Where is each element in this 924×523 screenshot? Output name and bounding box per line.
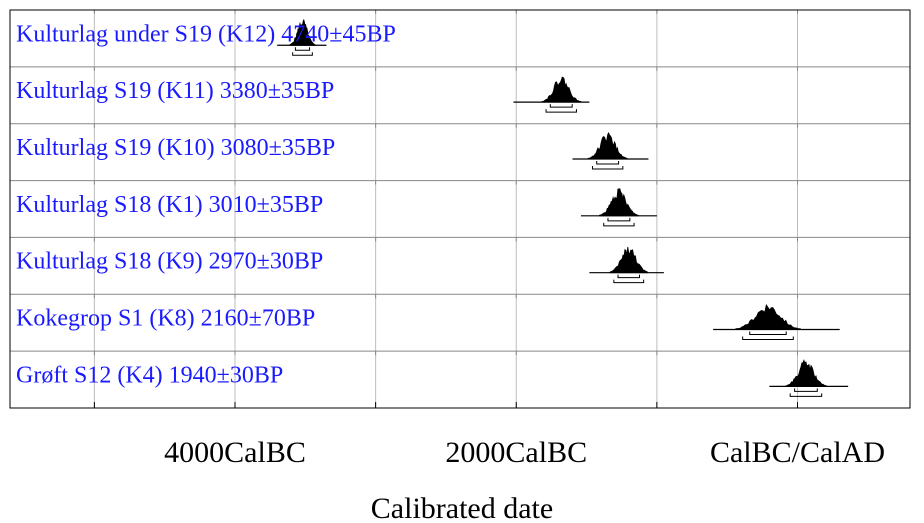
x-axis-title: Calibrated date: [371, 492, 553, 523]
sample-label: Kulturlag S19 (K10) 3080±35BP: [16, 135, 335, 161]
probability-distribution: [587, 132, 628, 160]
sample-rows: Kulturlag under S19 (K12) 4740±45BP Kultu…: [16, 10, 849, 397]
sample-label: Kulturlag S18 (K9) 2970±30BP: [16, 249, 323, 275]
x-axis: 4000CalBC 2000CalBC CalBC/CalAD: [93, 402, 885, 469]
probability-distribution: [609, 246, 649, 274]
sample-row: Kokegrop S1 (K8) 2160±70BP: [16, 294, 840, 341]
sample-label: Grøft S12 (K4) 1940±30BP: [16, 362, 283, 388]
plot-frame: [9, 9, 911, 409]
x-tick-label: 2000CalBC: [445, 436, 587, 469]
sample-row: Kulturlag S18 (K1) 3010±35BP: [16, 180, 798, 227]
confidence-bracket-95: [742, 336, 794, 341]
confidence-bracket-68: [607, 217, 631, 222]
probability-distribution: [289, 18, 316, 46]
probability-distribution: [599, 188, 639, 217]
confidence-bracket-95: [292, 52, 313, 56]
x-tick-label: CalBC/CalAD: [710, 436, 885, 469]
confidence-bracket-68: [617, 274, 640, 279]
confidence-bracket-95: [591, 165, 624, 170]
sample-label: Kulturlag under S19 (K12) 4740±45BP: [16, 21, 396, 47]
confidence-bracket-95: [789, 393, 823, 397]
confidence-bracket-95: [545, 109, 577, 113]
probability-distribution: [735, 304, 801, 330]
confidence-bracket-68: [596, 160, 620, 165]
sample-row: Kulturlag under S19 (K12) 4740±45BP: [16, 10, 798, 56]
sample-row: Kulturlag S19 (K10) 3080±35BP: [16, 123, 798, 170]
sample-label: Kokegrop S1 (K8) 2160±70BP: [16, 306, 315, 332]
sample-row: Grøft S12 (K4) 1940±30BP: [16, 351, 849, 397]
sample-label: Kulturlag S18 (K1) 3010±35BP: [16, 192, 323, 218]
grid-lines: [10, 10, 910, 408]
sample-row: Kulturlag S18 (K9) 2970±30BP: [16, 237, 798, 284]
sample-label: Kulturlag S19 (K11) 3380±35BP: [16, 78, 334, 104]
confidence-bracket-68: [749, 331, 787, 336]
probability-distribution: [785, 359, 827, 387]
confidence-bracket-95: [603, 222, 635, 227]
confidence-bracket-68: [549, 104, 573, 108]
confidence-bracket-68: [294, 47, 311, 51]
x-tick-label: 4000CalBC: [164, 436, 306, 469]
probability-distribution: [541, 76, 582, 103]
confidence-bracket-68: [794, 388, 818, 392]
confidence-bracket-95: [613, 279, 645, 284]
sample-row: Kulturlag S19 (K11) 3380±35BP: [16, 66, 798, 113]
